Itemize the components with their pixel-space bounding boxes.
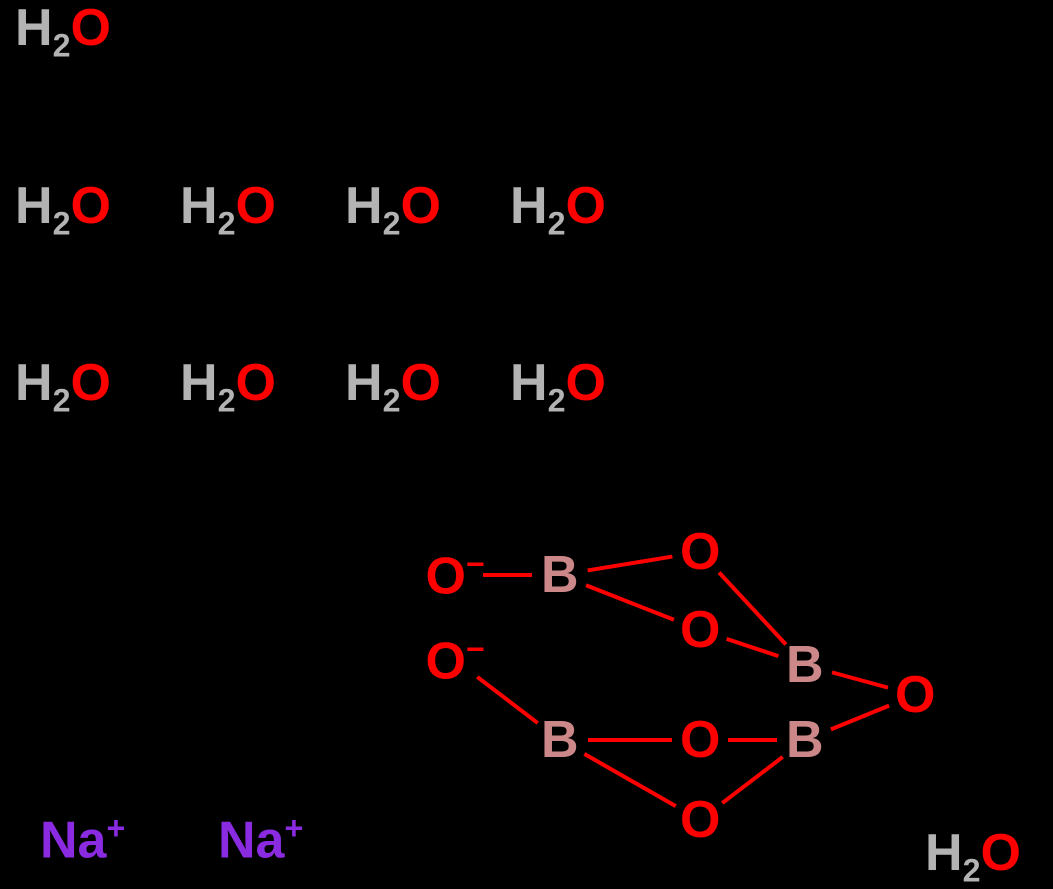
bond [831, 706, 889, 730]
bond [586, 585, 674, 620]
water-molecule: H2O [510, 357, 606, 417]
water-molecule: H2O [925, 827, 1021, 887]
water-molecule: H2O [180, 180, 276, 240]
sodium-cation: Na+ [40, 812, 125, 866]
oxygen-atom: O [895, 669, 935, 721]
borate-structure-svg [0, 0, 1053, 889]
bond [584, 754, 675, 806]
oxygen-atom: O [680, 794, 720, 846]
boron-atom: B [786, 714, 824, 766]
water-molecule: H2O [15, 180, 111, 240]
water-molecule: H2O [15, 2, 111, 62]
sodium-cation: Na+ [218, 812, 303, 866]
boron-atom: B [541, 714, 579, 766]
bond [477, 677, 537, 723]
water-molecule: H2O [15, 357, 111, 417]
oxide-anion: O− [426, 633, 485, 687]
bond [722, 757, 782, 803]
oxide-anion: O− [426, 548, 485, 602]
bond [719, 573, 786, 645]
water-molecule: H2O [510, 180, 606, 240]
oxygen-atom: O [680, 604, 720, 656]
water-molecule: H2O [345, 357, 441, 417]
oxygen-atom: O [680, 526, 720, 578]
boron-atom: B [786, 639, 824, 691]
oxygen-atom: O [680, 714, 720, 766]
water-molecule: H2O [345, 180, 441, 240]
water-molecule: H2O [180, 357, 276, 417]
bond [832, 672, 888, 687]
bond [727, 639, 779, 656]
boron-atom: B [541, 549, 579, 601]
bond [588, 557, 673, 571]
